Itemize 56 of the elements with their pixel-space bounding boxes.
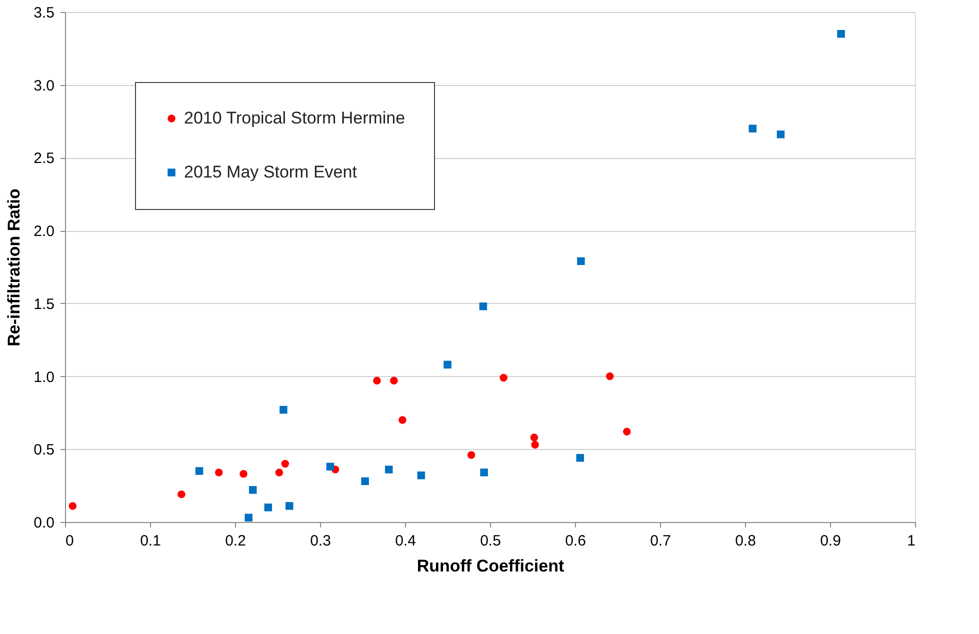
y-tick-label: 0.0: [34, 514, 54, 532]
point: [68, 502, 77, 510]
point: [390, 376, 398, 385]
point: [326, 462, 334, 470]
y-axis-title: Re-infiltration Ratio: [4, 188, 24, 346]
y-tick-label: 1.5: [34, 296, 54, 313]
x-tick-label: 0.4: [395, 532, 416, 550]
point: [577, 257, 585, 266]
point: [178, 490, 186, 498]
legend-label: 2010 Tropical Storm Hermine: [184, 108, 406, 128]
point: [373, 376, 381, 385]
x-tick-label: 0.9: [820, 532, 841, 550]
point: [531, 440, 539, 449]
point: [398, 416, 406, 424]
point: [275, 468, 284, 476]
x-axis-title: Runoff Coefficient: [416, 556, 564, 576]
point: [480, 468, 488, 476]
x-tick-label: 0.7: [650, 532, 671, 550]
point: [530, 434, 538, 442]
point: [622, 428, 631, 436]
point: [361, 477, 369, 486]
point: [281, 460, 290, 468]
y-tick-label: 3.0: [34, 77, 54, 94]
x-tick-label: 0.8: [735, 532, 756, 550]
point: [444, 360, 452, 368]
y-tick-label: 0.5: [34, 442, 54, 459]
x-tick-label: 0.1: [140, 532, 161, 550]
x-tick-label: 0.2: [225, 532, 246, 550]
point: [195, 467, 204, 475]
point: [280, 406, 288, 414]
point: [240, 470, 248, 478]
point: [500, 374, 508, 382]
x-tick-label: 0.5: [480, 532, 501, 550]
x-tick-label: 0.3: [310, 532, 331, 550]
x-tick-label: 0.6: [565, 532, 586, 550]
point: [576, 454, 584, 462]
point: [776, 130, 785, 138]
point: [748, 124, 757, 132]
point: [837, 30, 845, 38]
y-tick-label: 2.5: [34, 150, 54, 168]
legend-label: 2015 May Storm Event: [184, 162, 358, 182]
point: [264, 504, 272, 512]
y-tick-label: 1.0: [34, 368, 54, 386]
x-tick-label: 0: [66, 532, 74, 550]
point: [248, 486, 257, 494]
point: [606, 372, 614, 380]
point: [244, 514, 252, 522]
y-tick-label: 3.5: [34, 4, 54, 22]
x-tick-label: 1: [907, 532, 916, 550]
point: [286, 502, 294, 510]
y-tick-label: 2.0: [34, 223, 54, 240]
point: [384, 466, 393, 474]
point: [214, 468, 223, 476]
point: [467, 451, 476, 459]
point: [417, 472, 426, 480]
point: [479, 302, 488, 310]
